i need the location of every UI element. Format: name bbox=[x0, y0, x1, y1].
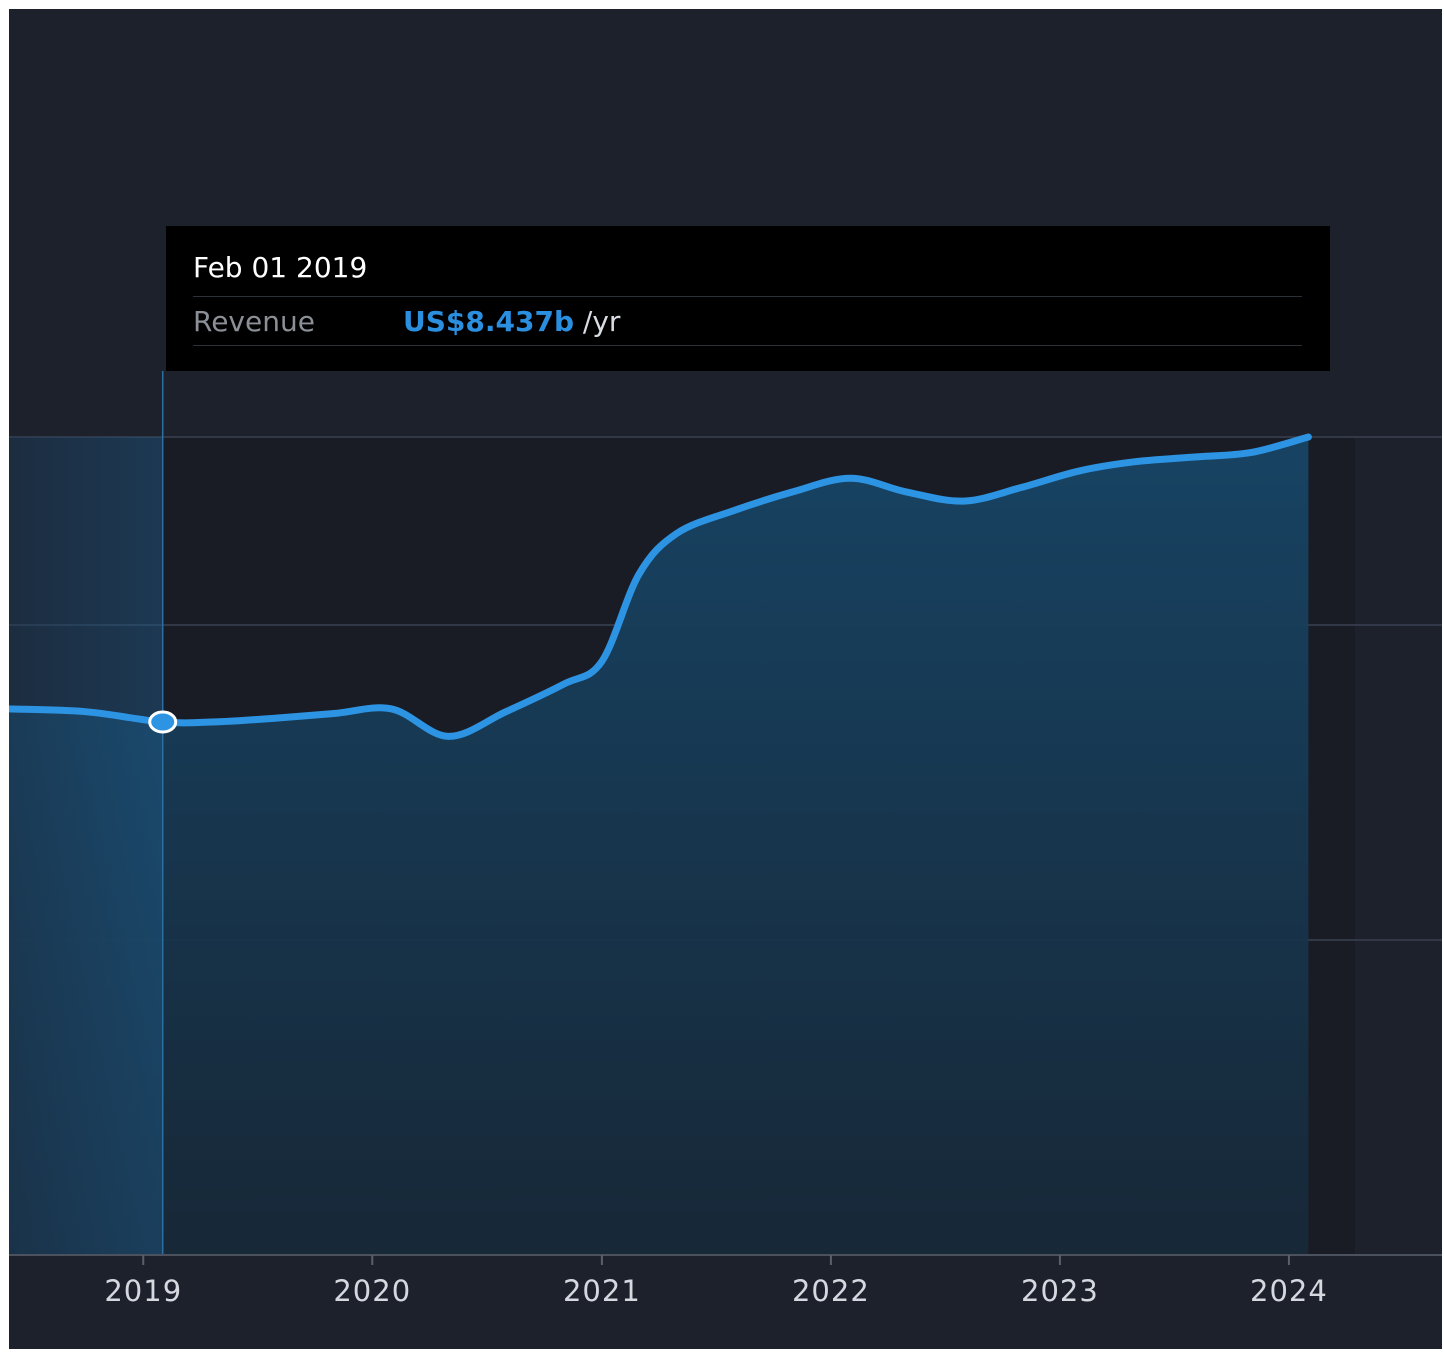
past-shade bbox=[9, 437, 163, 1255]
x-tick-label: 2022 bbox=[792, 1274, 870, 1308]
tooltip-date: Feb 01 2019 bbox=[193, 250, 1302, 297]
tooltip-series-label: Revenue bbox=[193, 305, 315, 338]
x-tick-label: 2023 bbox=[1021, 1274, 1099, 1308]
tooltip-unit: /yr bbox=[582, 305, 621, 338]
x-tick-label: 2019 bbox=[104, 1274, 182, 1308]
x-tick-label: 2024 bbox=[1250, 1274, 1328, 1308]
chart-tooltip: Feb 01 2019 Revenue US$8.437b /yr bbox=[166, 226, 1330, 371]
revenue-chart[interactable]: 2019 2020 2021 2022 2023 2024 bbox=[9, 9, 1442, 1349]
x-tick-label: 2021 bbox=[563, 1274, 641, 1308]
tooltip-value: US$8.437b bbox=[403, 305, 574, 338]
highlight-point bbox=[148, 710, 178, 734]
tooltip-row: Revenue US$8.437b /yr bbox=[193, 297, 1302, 346]
x-tick-label: 2020 bbox=[333, 1274, 411, 1308]
revenue-line bbox=[9, 433, 1312, 740]
revenue-area bbox=[9, 437, 1309, 1255]
chart-frame: 2019 2020 2021 2022 2023 2024 Feb 01 2019 Rev… bbox=[9, 9, 1442, 1349]
